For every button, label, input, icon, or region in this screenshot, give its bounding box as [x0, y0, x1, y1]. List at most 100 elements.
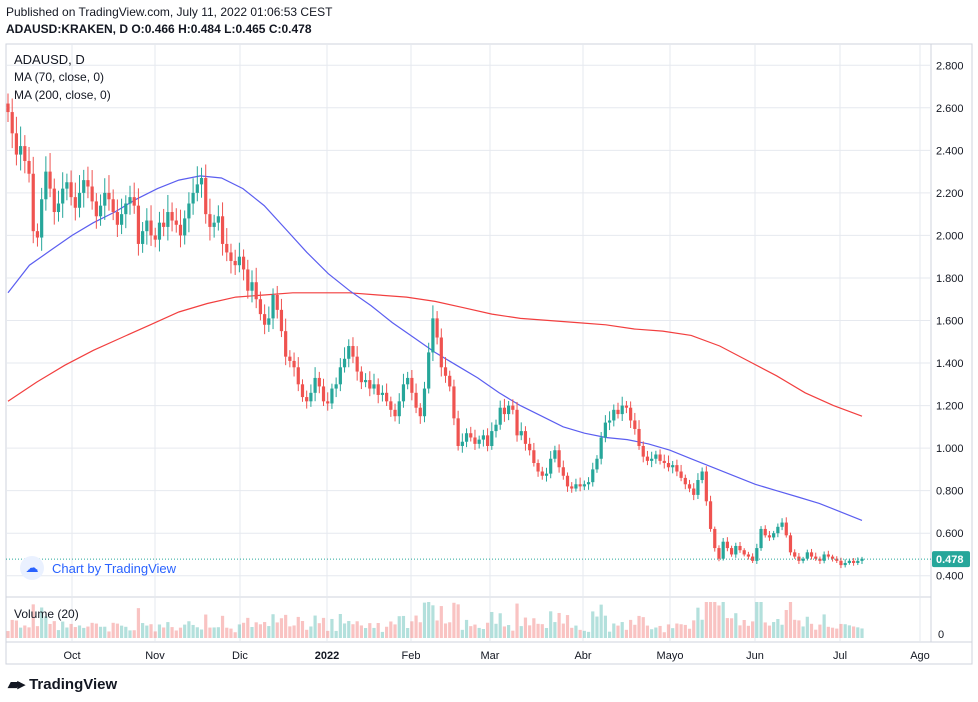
candle[interactable]	[170, 202, 174, 232]
volume-bar[interactable]	[532, 618, 536, 638]
candle[interactable]	[389, 396, 393, 417]
volume-bar[interactable]	[410, 621, 414, 638]
volume-bar[interactable]	[469, 626, 473, 638]
candle[interactable]	[612, 404, 616, 427]
volume-bar[interactable]	[494, 623, 498, 638]
candle[interactable]	[624, 400, 629, 414]
volume-bar[interactable]	[376, 623, 380, 638]
candle[interactable]	[86, 166, 90, 199]
candle[interactable]	[40, 187, 44, 251]
volume-bar[interactable]	[284, 614, 288, 638]
volume-bar[interactable]	[767, 625, 772, 638]
candle[interactable]	[847, 558, 851, 565]
candle[interactable]	[675, 459, 679, 477]
volume-bar[interactable]	[86, 626, 90, 638]
candle[interactable]	[317, 371, 321, 394]
candle[interactable]	[721, 537, 725, 561]
candle[interactable]	[98, 194, 103, 226]
volume-bar[interactable]	[162, 627, 166, 638]
candle[interactable]	[418, 403, 422, 424]
candle[interactable]	[94, 193, 98, 229]
candle[interactable]	[385, 383, 389, 406]
candle[interactable]	[793, 549, 797, 559]
volume-bar[interactable]	[835, 628, 839, 638]
candle[interactable]	[502, 398, 507, 422]
candle[interactable]	[814, 552, 818, 561]
volume-bar[interactable]	[847, 625, 851, 638]
candle[interactable]	[216, 205, 220, 231]
candle[interactable]	[31, 156, 35, 244]
candle[interactable]	[742, 548, 746, 557]
volume-bar[interactable]	[452, 602, 456, 638]
volume-bar[interactable]	[662, 632, 666, 638]
candle[interactable]	[464, 428, 469, 448]
candle[interactable]	[751, 553, 755, 563]
volume-bar[interactable]	[56, 630, 61, 638]
candle[interactable]	[162, 208, 166, 237]
volume-bar[interactable]	[380, 631, 385, 638]
volume-bar[interactable]	[443, 623, 448, 638]
volume-bar[interactable]	[826, 626, 830, 638]
volume-bar[interactable]	[717, 605, 721, 638]
volume-bar[interactable]	[73, 627, 77, 638]
candle[interactable]	[414, 383, 418, 414]
candle[interactable]	[574, 478, 578, 492]
volume-bar[interactable]	[326, 630, 330, 638]
volume-bar[interactable]	[797, 620, 801, 638]
volume-bar[interactable]	[830, 627, 835, 638]
candle[interactable]	[671, 460, 675, 474]
volume-bar[interactable]	[578, 629, 582, 638]
candle[interactable]	[237, 242, 241, 273]
volume-bar[interactable]	[582, 630, 586, 638]
volume-bar[interactable]	[414, 615, 418, 638]
volume-bar[interactable]	[313, 615, 317, 638]
volume-bar[interactable]	[528, 625, 532, 638]
volume-bar[interactable]	[456, 604, 460, 638]
candle[interactable]	[397, 393, 401, 424]
ma70-line[interactable]	[7, 175, 863, 521]
volume-bar[interactable]	[696, 607, 700, 638]
candle[interactable]	[393, 403, 397, 422]
volume-bar[interactable]	[591, 611, 595, 638]
volume-bar[interactable]	[818, 624, 822, 638]
volume-bar[interactable]	[860, 628, 864, 638]
volume-bar[interactable]	[776, 619, 780, 638]
candle[interactable]	[435, 311, 439, 345]
candle[interactable]	[641, 441, 645, 463]
candle[interactable]	[183, 210, 187, 245]
candle[interactable]	[679, 464, 683, 482]
volume-bar[interactable]	[48, 623, 52, 638]
candle[interactable]	[199, 167, 204, 198]
candle[interactable]	[860, 556, 864, 564]
volume-bar[interactable]	[679, 624, 683, 638]
volume-bar[interactable]	[128, 630, 132, 638]
volume-bar[interactable]	[755, 602, 759, 638]
legend-ma200[interactable]: MA (200, close, 0)	[14, 88, 111, 102]
candle[interactable]	[313, 367, 317, 402]
candle[interactable]	[469, 426, 473, 442]
candle[interactable]	[233, 249, 237, 275]
volume-bar[interactable]	[523, 617, 528, 638]
candle[interactable]	[645, 450, 650, 466]
volume-bar[interactable]	[267, 626, 271, 638]
candle[interactable]	[477, 435, 481, 449]
candle[interactable]	[704, 466, 708, 506]
candle[interactable]	[544, 467, 549, 482]
legend-volume[interactable]: Volume (20)	[14, 607, 79, 621]
volume-bar[interactable]	[654, 627, 658, 638]
volume-bar[interactable]	[279, 618, 284, 638]
volume-bar[interactable]	[713, 602, 717, 638]
volume-bar[interactable]	[363, 628, 368, 638]
candle[interactable]	[540, 466, 544, 480]
candle[interactable]	[368, 371, 372, 397]
candle[interactable]	[460, 433, 464, 453]
volume-bar[interactable]	[612, 623, 616, 638]
candle[interactable]	[485, 428, 490, 452]
volume-bar[interactable]	[624, 629, 629, 638]
candle[interactable]	[401, 373, 406, 408]
candle[interactable]	[149, 205, 153, 246]
candle[interactable]	[591, 462, 595, 487]
candle[interactable]	[481, 429, 485, 447]
candle[interactable]	[351, 337, 355, 364]
candle[interactable]	[44, 156, 48, 211]
